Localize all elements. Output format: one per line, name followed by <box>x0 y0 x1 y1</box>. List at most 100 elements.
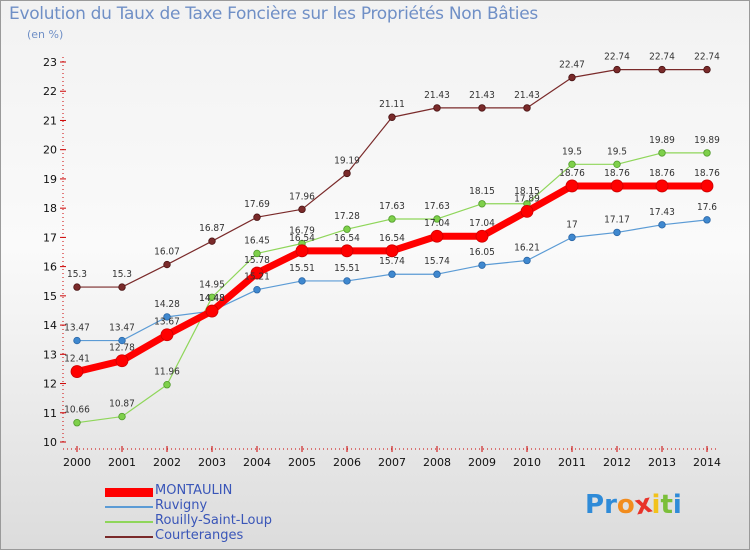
y-tick-label: 17 <box>43 231 57 244</box>
data-point-rouilly-saint-loup <box>568 160 576 169</box>
data-point-courteranges <box>388 113 396 121</box>
x-tick-label: 2013 <box>648 456 676 469</box>
data-point-courteranges <box>163 260 171 269</box>
data-label-montaulin: 13.67 <box>154 317 180 328</box>
data-point-ruvigny <box>613 228 621 237</box>
legend-swatch-courteranges <box>105 536 153 538</box>
data-label-montaulin: 17.04 <box>469 218 495 229</box>
legend-swatch-ruvigny <box>105 506 153 508</box>
data-label-ruvigny: 14.48 <box>199 293 225 304</box>
data-label-ruvigny: 15.51 <box>289 263 315 274</box>
data-point-courteranges <box>208 237 216 245</box>
y-tick-label: 10 <box>43 436 57 449</box>
data-label-ruvigny: 15.51 <box>334 263 360 274</box>
y-tick-label: 16 <box>43 261 57 274</box>
legend-label-courteranges: Courteranges <box>155 528 244 543</box>
logo-letter: t <box>660 490 673 520</box>
data-point-courteranges <box>253 213 261 221</box>
data-point-courteranges <box>298 205 306 214</box>
data-point-ruvigny <box>73 336 81 345</box>
data-label-ruvigny: 16.05 <box>469 247 495 258</box>
logo-letter: i <box>672 490 682 520</box>
data-label-montaulin: 17.89 <box>514 193 540 204</box>
data-point-montaulin <box>565 179 579 193</box>
data-point-rouilly-saint-loup <box>163 381 171 389</box>
data-point-courteranges <box>343 169 351 178</box>
series-layer <box>70 65 714 427</box>
data-label-rouilly-saint-loup: 10.87 <box>109 399 135 410</box>
legend-label-ruvigny: Ruvigny <box>155 498 208 513</box>
data-point-ruvigny <box>253 286 261 294</box>
data-label-courteranges: 15.3 <box>112 269 132 280</box>
data-point-ruvigny <box>388 270 396 278</box>
data-point-montaulin <box>70 365 84 378</box>
data-label-rouilly-saint-loup: 18.15 <box>514 186 540 197</box>
data-point-montaulin <box>475 229 489 243</box>
x-tick-label: 2004 <box>243 456 271 469</box>
data-label-ruvigny: 13.47 <box>64 323 90 334</box>
data-point-ruvigny <box>703 216 711 224</box>
y-tick-label: 20 <box>43 144 57 157</box>
data-point-rouilly-saint-loup <box>343 225 351 233</box>
data-point-montaulin <box>115 354 129 368</box>
data-point-montaulin <box>385 244 399 258</box>
data-label-rouilly-saint-loup: 17.28 <box>334 211 360 222</box>
data-label-rouilly-saint-loup: 19.89 <box>694 135 720 146</box>
data-label-montaulin: 12.41 <box>64 354 90 365</box>
data-label-rouilly-saint-loup: 14.95 <box>199 279 225 290</box>
data-label-rouilly-saint-loup: 17.63 <box>424 201 450 212</box>
legend-label-rouilly-saint-loup: Rouilly-Saint-Loup <box>155 513 272 528</box>
x-tick-label: 2001 <box>108 456 136 469</box>
logo-letter: o <box>616 490 635 520</box>
data-point-montaulin <box>295 244 309 258</box>
data-point-rouilly-saint-loup <box>613 160 621 169</box>
data-label-courteranges: 21.11 <box>379 99 405 110</box>
data-label-courteranges: 21.43 <box>469 90 495 101</box>
data-label-courteranges: 16.07 <box>154 247 180 258</box>
data-point-rouilly-saint-loup <box>208 293 216 302</box>
data-label-montaulin: 16.54 <box>379 233 405 244</box>
y-tick-label: 22 <box>43 85 57 98</box>
x-tick-label: 2005 <box>288 456 316 469</box>
data-label-ruvigny: 17.17 <box>604 214 630 225</box>
logo-letter: P <box>585 490 605 520</box>
data-label-courteranges: 19.19 <box>334 155 360 166</box>
data-label-rouilly-saint-loup: 18.15 <box>469 186 495 197</box>
data-point-courteranges <box>568 73 576 82</box>
data-label-ruvigny: 17 <box>566 219 577 230</box>
data-label-courteranges: 17.69 <box>244 199 270 210</box>
data-point-ruvigny <box>523 256 531 265</box>
data-point-ruvigny <box>568 233 576 242</box>
data-point-ruvigny <box>343 277 351 285</box>
data-point-ruvigny <box>163 313 171 321</box>
x-tick-label: 2008 <box>423 456 451 469</box>
data-label-rouilly-saint-loup: 19.5 <box>607 146 627 157</box>
legend-label-montaulin: MONTAULIN <box>155 483 233 498</box>
legend-swatch-rouilly-saint-loup <box>105 521 153 523</box>
data-point-courteranges <box>703 65 711 74</box>
data-label-montaulin: 18.76 <box>559 168 585 179</box>
data-label-courteranges: 15.3 <box>67 269 87 280</box>
y-tick-label: 12 <box>43 378 57 391</box>
data-label-ruvigny: 13.47 <box>109 323 135 334</box>
legend-swatch-montaulin <box>105 487 153 497</box>
y-tick-label: 15 <box>43 290 57 303</box>
data-point-montaulin <box>160 328 174 342</box>
data-label-montaulin: 17.04 <box>424 218 450 229</box>
data-label-courteranges: 16.87 <box>199 223 225 234</box>
y-tick-label: 18 <box>43 202 57 215</box>
data-point-ruvigny <box>658 221 666 229</box>
data-point-montaulin <box>340 244 354 258</box>
data-label-rouilly-saint-loup: 16.45 <box>244 235 270 246</box>
data-label-ruvigny: 16.21 <box>514 242 540 253</box>
data-point-rouilly-saint-loup <box>703 149 711 157</box>
data-label-courteranges: 22.74 <box>694 52 720 63</box>
data-label-montaulin: 16.54 <box>289 233 315 244</box>
series-line-rouilly-saint-loup <box>76 152 707 424</box>
data-label-montaulin: 18.76 <box>649 168 675 179</box>
x-tick-label: 2003 <box>198 456 226 469</box>
data-label-rouilly-saint-loup: 19.5 <box>562 146 582 157</box>
data-label-courteranges: 17.96 <box>289 191 315 202</box>
data-label-ruvigny: 15.74 <box>379 256 405 267</box>
